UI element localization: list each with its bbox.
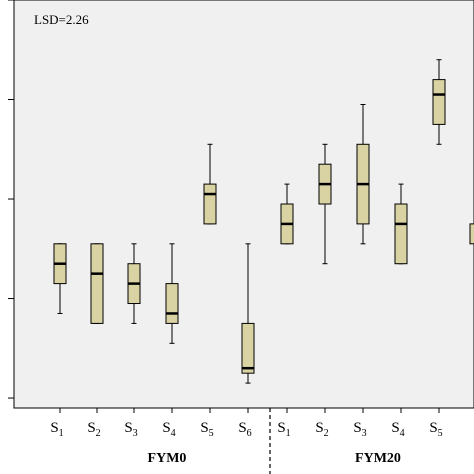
x-tick-label: S5 — [429, 420, 442, 439]
x-tick-label: S3 — [353, 420, 366, 439]
box-iqr — [394, 203, 408, 265]
x-axis-labels: S1 S2 S3 S4 S5 S6 S1 S2 S3 S4 S5 — [50, 408, 443, 439]
x-tick-label: S1 — [50, 420, 63, 439]
box-8 — [318, 143, 332, 265]
x-tick-label: S4 — [162, 420, 175, 439]
x-tick-label: S6 — [238, 420, 251, 439]
box-7 — [280, 183, 294, 245]
box-1 — [53, 243, 67, 314]
x-tick-label: S1 — [277, 420, 290, 439]
box-iqr — [203, 183, 217, 225]
box-partial — [469, 223, 474, 245]
box-iqr — [165, 283, 179, 324]
group-label-fym0: FYM0 — [148, 451, 187, 466]
group-label-fym20: FYM20 — [355, 451, 401, 466]
box-6 — [241, 243, 255, 384]
box-iqr — [432, 79, 446, 125]
box-iqr — [241, 322, 255, 374]
box-2 — [90, 243, 104, 324]
box-10 — [394, 183, 408, 265]
box-9 — [356, 103, 370, 245]
x-tick-label: S2 — [87, 420, 100, 439]
box-group — [53, 59, 474, 384]
lsd-annotation: LSD=2.26 — [34, 12, 89, 27]
x-tick-label: S5 — [200, 420, 213, 439]
x-tick-label: S2 — [315, 420, 328, 439]
box-5 — [203, 143, 217, 225]
y-axis-ticks — [8, 0, 14, 399]
box-4 — [165, 243, 179, 344]
x-tick-label: S4 — [391, 420, 404, 439]
box-3 — [127, 243, 141, 324]
box-iqr — [90, 243, 104, 324]
box-11 — [432, 59, 446, 145]
x-tick-label: S3 — [124, 420, 137, 439]
